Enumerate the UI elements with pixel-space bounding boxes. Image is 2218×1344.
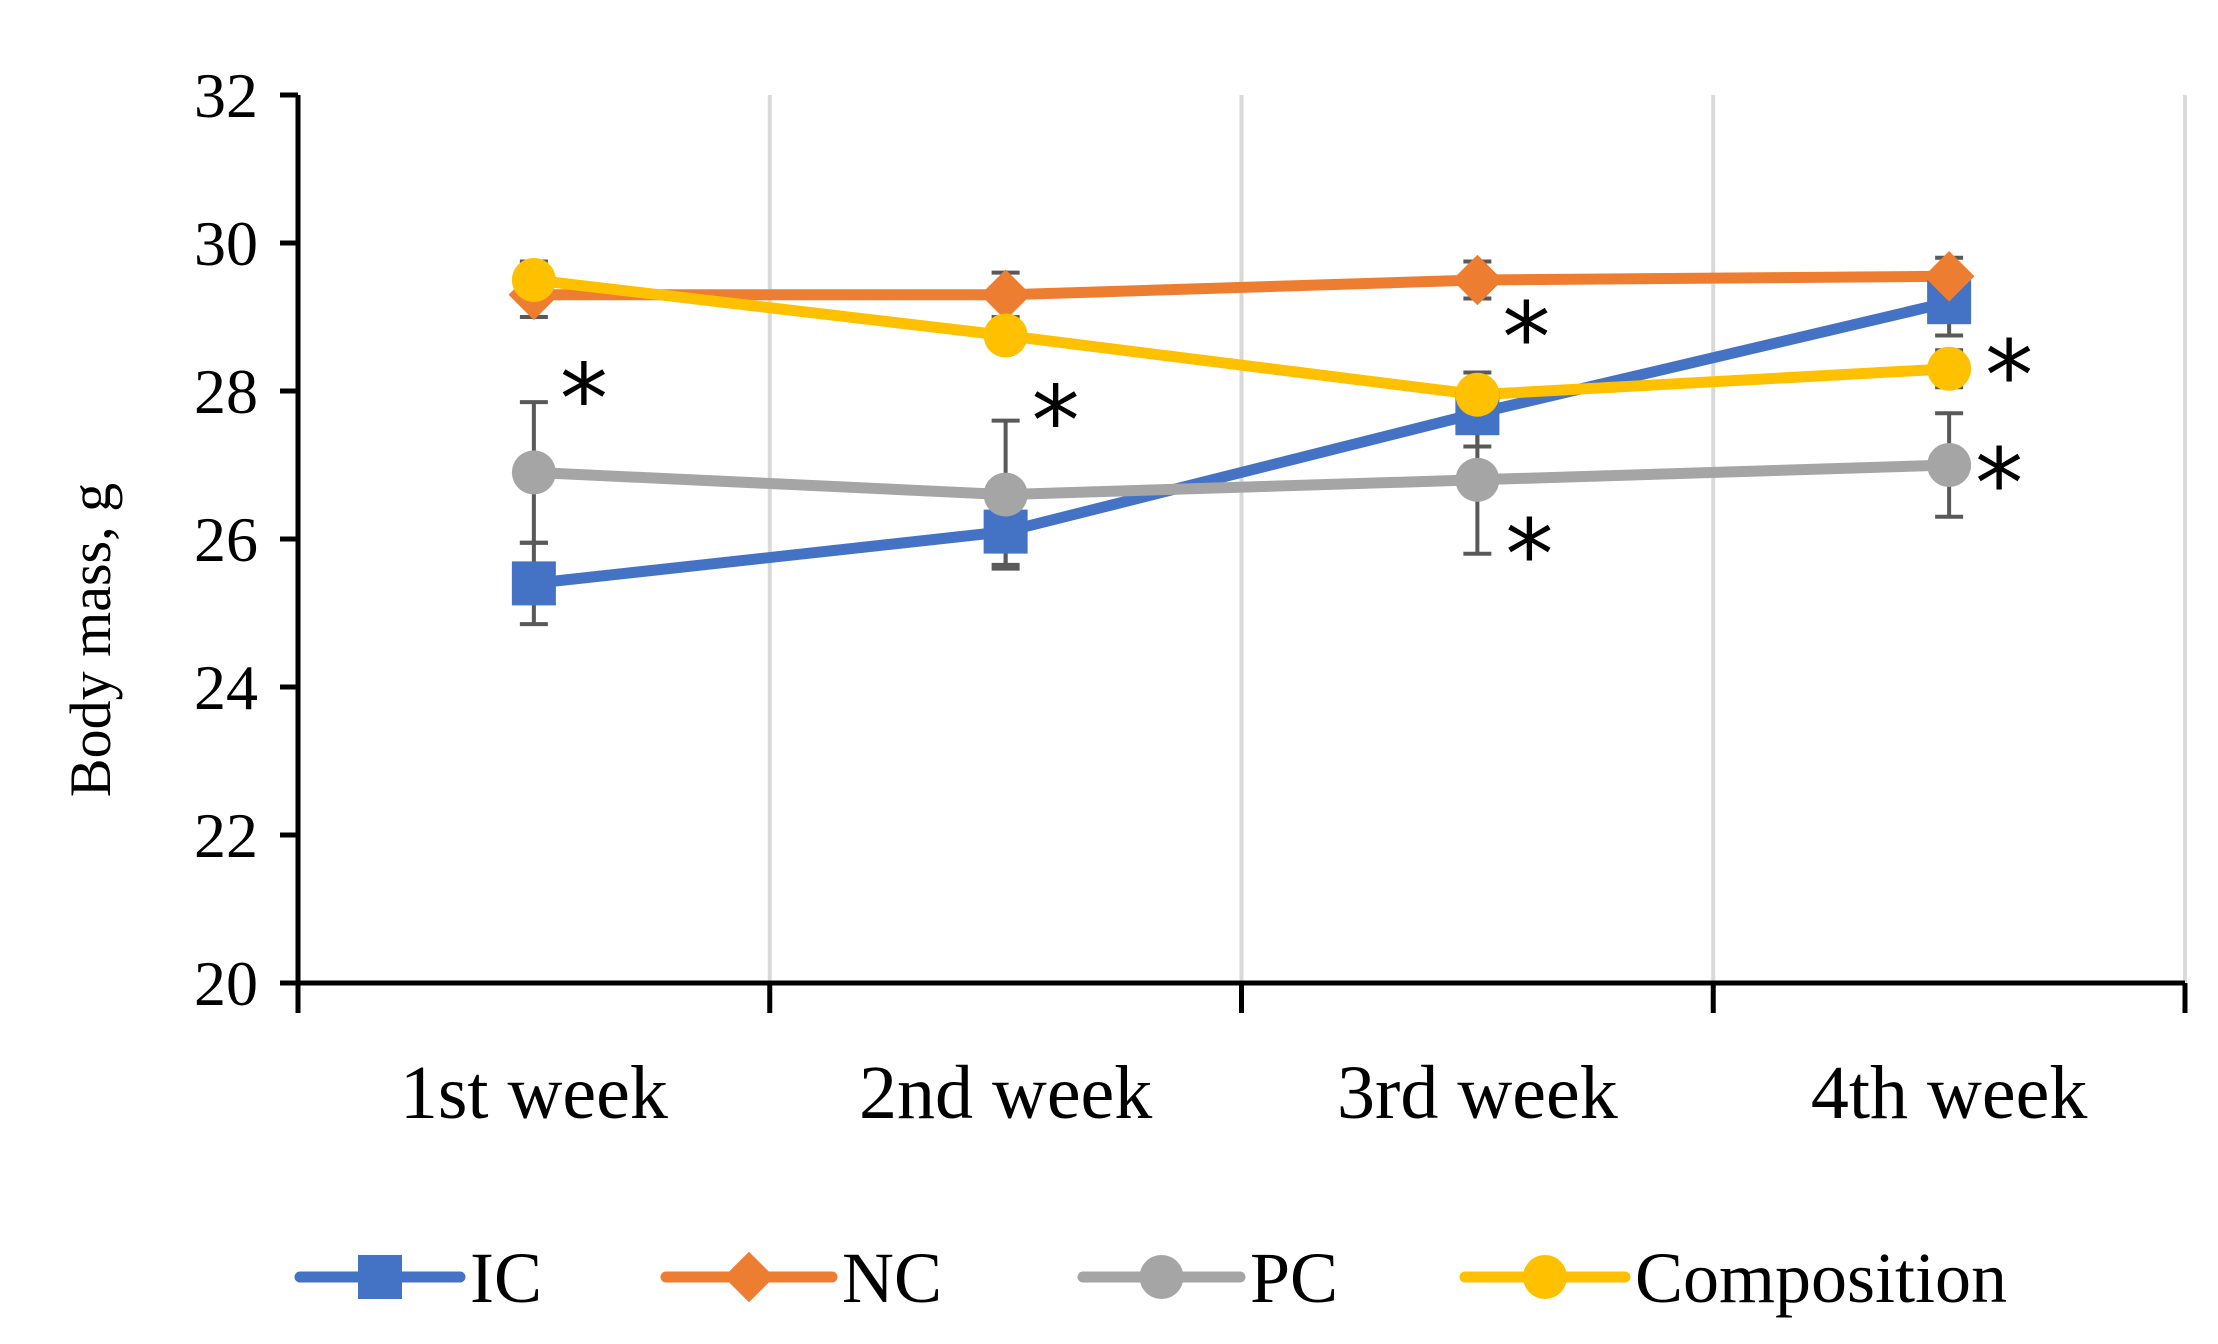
data-point-nc — [1452, 254, 1503, 306]
legend-swatch-marker — [1523, 1255, 1567, 1299]
series-line-pc — [528, 459, 1955, 501]
data-point-ic — [511, 561, 556, 606]
significance-star: * — [1975, 428, 2023, 540]
y-tick-label: 26 — [194, 504, 258, 575]
y-tick-label: 30 — [194, 208, 258, 279]
data-point-pc — [511, 450, 556, 495]
x-category-label: 2nd week — [859, 1051, 1152, 1135]
y-tick-label: 28 — [194, 356, 258, 427]
significance-star: * — [1505, 499, 1553, 611]
series-line-composition — [528, 274, 1955, 401]
legend-item-ic: IC — [294, 1238, 542, 1318]
data-point-pc — [983, 472, 1028, 517]
data-point-composition — [1455, 372, 1500, 417]
y-tick-label: 22 — [194, 800, 258, 871]
legend-label: IC — [470, 1238, 542, 1318]
legend-label: Composition — [1635, 1238, 2007, 1318]
x-category-label: 4th week — [1811, 1051, 2087, 1135]
data-point-nc — [980, 269, 1031, 321]
data-point-ic — [983, 509, 1028, 554]
legend-swatch-marker — [1139, 1255, 1184, 1299]
legend-label: PC — [1250, 1238, 1338, 1318]
x-category-label: 3rd week — [1337, 1051, 1618, 1135]
data-point-nc — [1923, 251, 1975, 302]
significance-star: * — [560, 343, 608, 455]
y-tick-label: 20 — [194, 948, 258, 1019]
y-tick-label: 24 — [194, 652, 258, 723]
x-category-label: 1st week — [400, 1051, 668, 1135]
legend-label: NC — [842, 1238, 942, 1318]
significance-star: * — [1502, 282, 1550, 394]
significance-star: * — [1032, 366, 1080, 478]
y-tick-label: 32 — [194, 60, 258, 131]
legend-swatch-marker — [358, 1255, 402, 1299]
legend-item-nc: NC — [660, 1238, 942, 1318]
legend-swatch-marker — [723, 1251, 775, 1303]
data-point-pc — [1927, 443, 1972, 487]
data-point-composition — [983, 313, 1028, 358]
legend-item-composition: Composition — [1459, 1238, 2007, 1318]
y-axis-title: Body mass, g — [58, 483, 123, 797]
legend-item-pc: PC — [1077, 1238, 1338, 1318]
series-line-nc — [528, 270, 1955, 301]
data-point-composition — [1927, 346, 1972, 391]
significance-star: * — [1985, 320, 2033, 432]
data-point-composition — [511, 258, 556, 302]
data-point-pc — [1455, 457, 1500, 502]
series-line-ic — [528, 296, 1955, 589]
